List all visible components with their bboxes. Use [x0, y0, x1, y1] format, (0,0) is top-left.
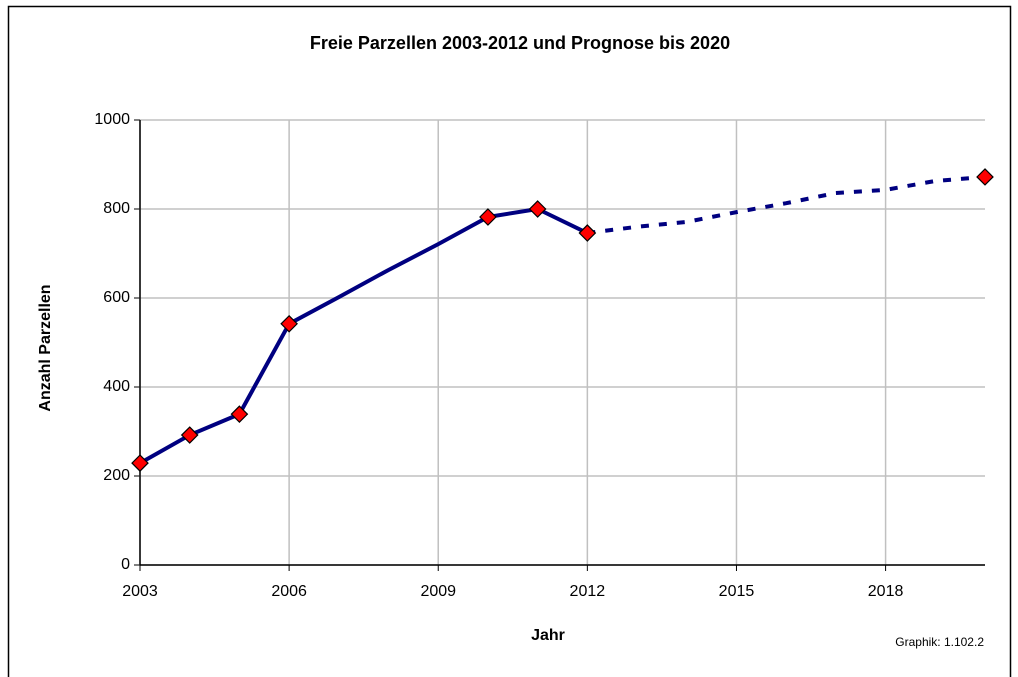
x-axis-label: Jahr: [531, 627, 565, 644]
y-axis-label: Anzahl Parzellen: [37, 284, 54, 411]
annotation: Graphik: 1.102.2: [895, 635, 984, 649]
marker: [280, 314, 298, 333]
x-tick-label: 2015: [719, 583, 755, 600]
chart-title: Freie Parzellen 2003-2012 und Prognose b…: [310, 33, 730, 53]
series-line: [139, 207, 589, 465]
marker: [976, 168, 994, 186]
y-tick-label: 600: [103, 289, 130, 306]
y-tick-label: 400: [103, 378, 130, 395]
marker: [180, 426, 199, 444]
series-line: [587, 174, 986, 236]
marker: [131, 454, 149, 472]
y-tick-label: 0: [121, 556, 130, 573]
chart-border: [7, 5, 1012, 677]
x-tick-label: 2009: [420, 583, 456, 600]
x-tick-label: 2012: [570, 583, 606, 600]
marker: [230, 405, 249, 423]
x-tick-label: 2018: [868, 583, 904, 600]
x-tick-label: 2006: [271, 583, 307, 600]
y-tick-label: 1000: [94, 111, 130, 128]
y-tick-label: 200: [103, 467, 130, 484]
marker: [528, 200, 547, 218]
marker: [578, 224, 597, 242]
y-tick-label: 800: [103, 200, 130, 217]
marker: [479, 208, 497, 226]
x-tick-label: 2003: [122, 583, 158, 600]
